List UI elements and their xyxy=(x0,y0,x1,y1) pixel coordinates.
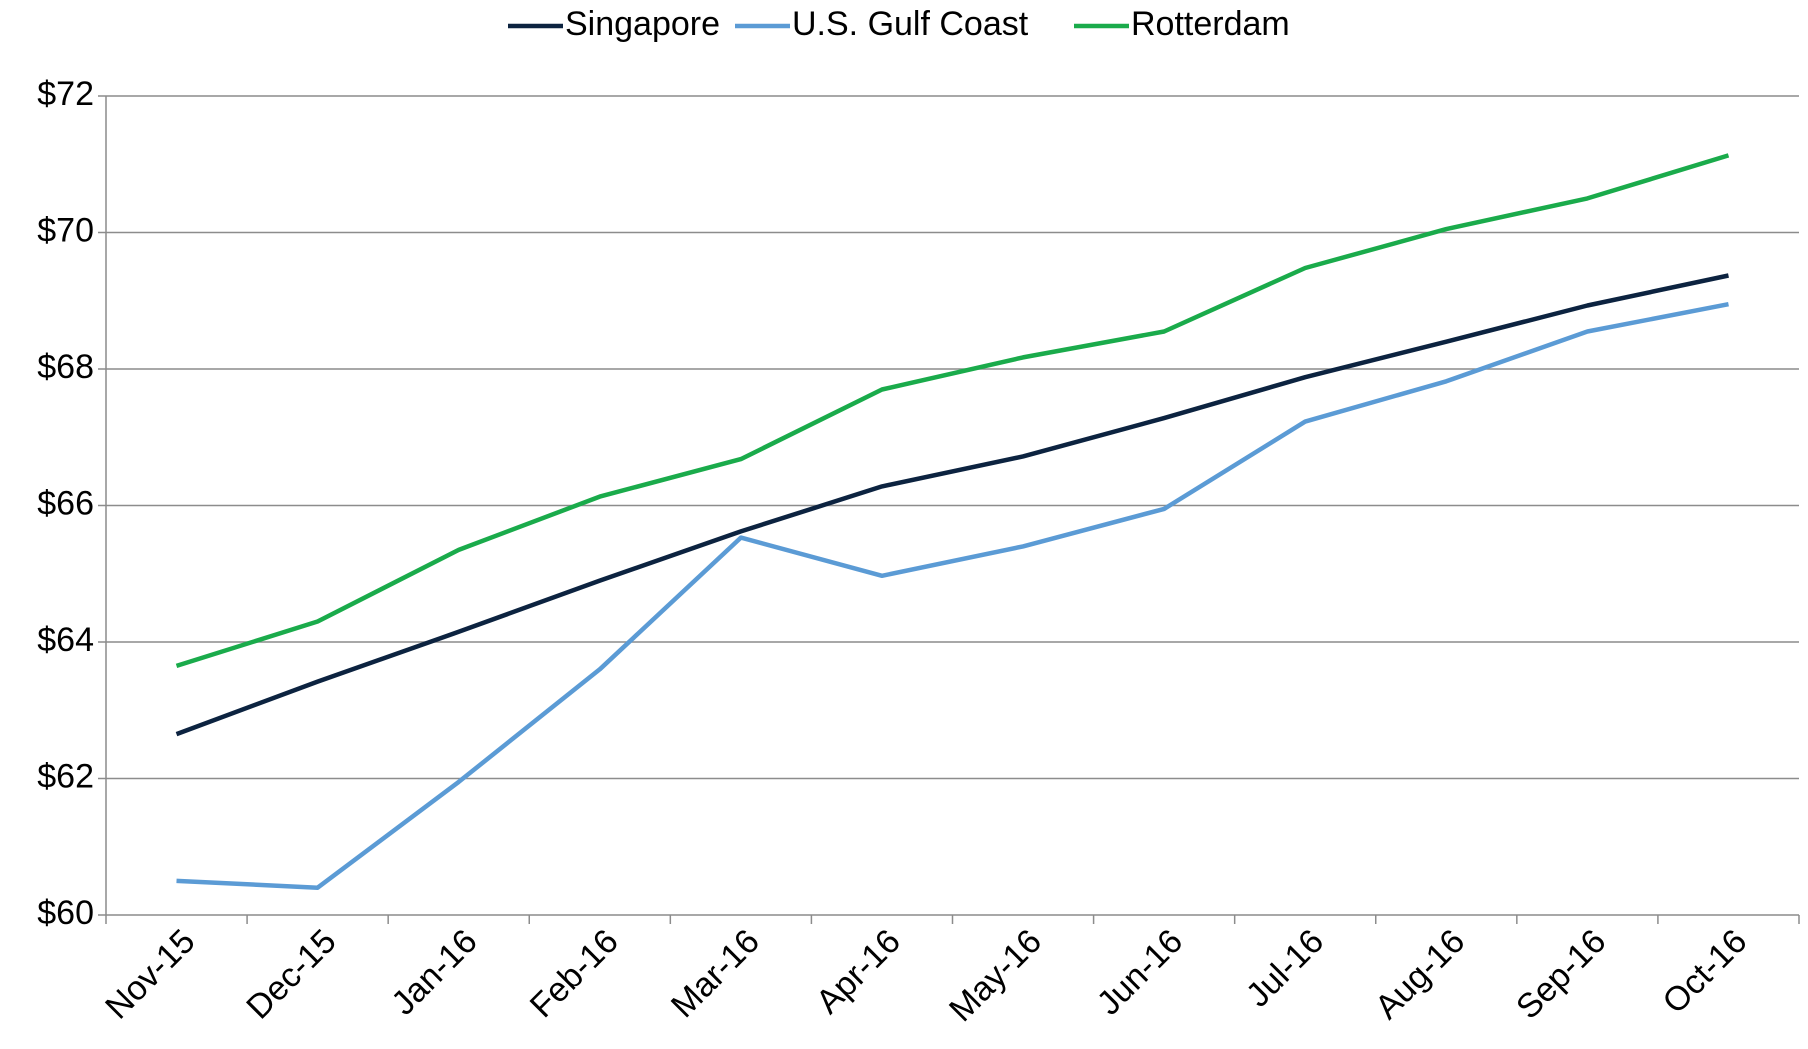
x-tick-label: Feb-16 xyxy=(523,922,626,1025)
x-tick-label: Mar-16 xyxy=(664,922,767,1025)
legend-label: Singapore xyxy=(565,5,720,43)
x-tick-label: Oct-16 xyxy=(1655,922,1754,1021)
y-tick-label: $68 xyxy=(37,348,94,386)
x-tick-label: May-16 xyxy=(942,922,1049,1029)
y-tick-label: $60 xyxy=(37,894,94,932)
y-tick-label: $70 xyxy=(37,211,94,249)
x-tick-label: Jul-16 xyxy=(1239,922,1331,1014)
legend-label: U.S. Gulf Coast xyxy=(792,5,1029,43)
x-tick-label: Aug-16 xyxy=(1368,922,1472,1026)
series-line xyxy=(176,301,1729,890)
y-tick-label: $64 xyxy=(37,621,94,659)
series-line xyxy=(175,153,1730,669)
x-tick-label: Apr-16 xyxy=(809,922,908,1021)
legend-label: Rotterdam xyxy=(1131,5,1290,43)
x-tick-label: Jan-16 xyxy=(384,922,484,1022)
y-tick-label: $62 xyxy=(37,757,94,795)
x-tick-label: Dec-15 xyxy=(239,922,343,1026)
y-tick-label: $66 xyxy=(37,484,94,522)
x-tick-label: Jun-16 xyxy=(1090,922,1190,1022)
series-line xyxy=(175,273,1729,737)
y-tick-label: $72 xyxy=(37,75,94,113)
x-tick-label: Sep-16 xyxy=(1509,922,1613,1026)
x-tick-label: Nov-15 xyxy=(98,922,202,1026)
